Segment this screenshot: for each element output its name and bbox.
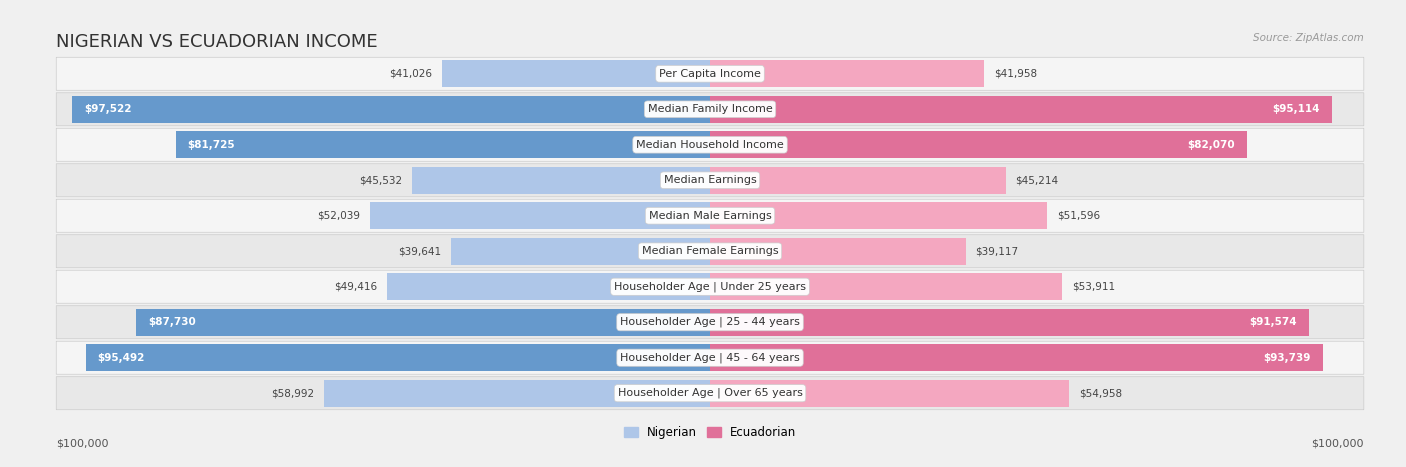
Bar (710, 238, 966, 264)
Text: $93,739: $93,739 (1264, 353, 1312, 363)
Bar (710, 132, 1247, 158)
Legend: Nigerian, Ecuadorian: Nigerian, Ecuadorian (619, 422, 801, 444)
Text: Source: ZipAtlas.com: Source: ZipAtlas.com (1253, 33, 1364, 42)
Bar (710, 274, 1063, 300)
Text: NIGERIAN VS ECUADORIAN INCOME: NIGERIAN VS ECUADORIAN INCOME (56, 33, 378, 51)
Text: Median Female Earnings: Median Female Earnings (641, 246, 779, 256)
FancyBboxPatch shape (56, 199, 1364, 232)
Text: $39,641: $39,641 (398, 246, 441, 256)
Bar (370, 203, 710, 229)
Text: $45,214: $45,214 (1015, 175, 1059, 185)
Text: $45,532: $45,532 (360, 175, 402, 185)
Text: $54,958: $54,958 (1080, 388, 1122, 398)
Text: Median Family Income: Median Family Income (648, 104, 772, 114)
Text: Median Male Earnings: Median Male Earnings (648, 211, 772, 221)
Bar (451, 238, 710, 264)
Text: $58,992: $58,992 (271, 388, 315, 398)
Text: Per Capita Income: Per Capita Income (659, 69, 761, 79)
Text: $91,574: $91,574 (1250, 317, 1296, 327)
Bar (441, 60, 710, 87)
Text: $100,000: $100,000 (56, 439, 108, 448)
Text: $51,596: $51,596 (1057, 211, 1101, 221)
Text: Householder Age | 45 - 64 years: Householder Age | 45 - 64 years (620, 353, 800, 363)
Text: $87,730: $87,730 (148, 317, 195, 327)
Text: Median Earnings: Median Earnings (664, 175, 756, 185)
Bar (710, 60, 984, 87)
Bar (710, 203, 1047, 229)
FancyBboxPatch shape (56, 306, 1364, 339)
Text: $49,416: $49,416 (335, 282, 377, 292)
Text: Householder Age | Under 25 years: Householder Age | Under 25 years (614, 282, 806, 292)
Text: $100,000: $100,000 (1312, 439, 1364, 448)
FancyBboxPatch shape (56, 341, 1364, 374)
FancyBboxPatch shape (56, 377, 1364, 410)
FancyBboxPatch shape (56, 57, 1364, 90)
Bar (710, 309, 1309, 335)
Text: $52,039: $52,039 (316, 211, 360, 221)
Bar (387, 274, 710, 300)
Text: $81,725: $81,725 (187, 140, 235, 150)
Bar (710, 167, 1005, 193)
FancyBboxPatch shape (56, 93, 1364, 126)
Text: $53,911: $53,911 (1073, 282, 1115, 292)
Bar (73, 96, 710, 123)
Text: Householder Age | 25 - 44 years: Householder Age | 25 - 44 years (620, 317, 800, 327)
Text: Median Household Income: Median Household Income (636, 140, 785, 150)
Bar (710, 345, 1323, 371)
Text: $39,117: $39,117 (976, 246, 1019, 256)
Text: $82,070: $82,070 (1187, 140, 1234, 150)
Bar (412, 167, 710, 193)
Text: $41,026: $41,026 (389, 69, 432, 79)
Text: $95,114: $95,114 (1272, 104, 1320, 114)
Text: $97,522: $97,522 (84, 104, 132, 114)
Text: $41,958: $41,958 (994, 69, 1038, 79)
Bar (86, 345, 710, 371)
Bar (710, 96, 1331, 123)
FancyBboxPatch shape (56, 128, 1364, 161)
Bar (176, 132, 710, 158)
Bar (325, 380, 710, 406)
FancyBboxPatch shape (56, 235, 1364, 268)
Text: Householder Age | Over 65 years: Householder Age | Over 65 years (617, 388, 803, 398)
Text: $95,492: $95,492 (97, 353, 145, 363)
FancyBboxPatch shape (56, 270, 1364, 303)
Bar (710, 380, 1070, 406)
FancyBboxPatch shape (56, 164, 1364, 197)
Bar (136, 309, 710, 335)
